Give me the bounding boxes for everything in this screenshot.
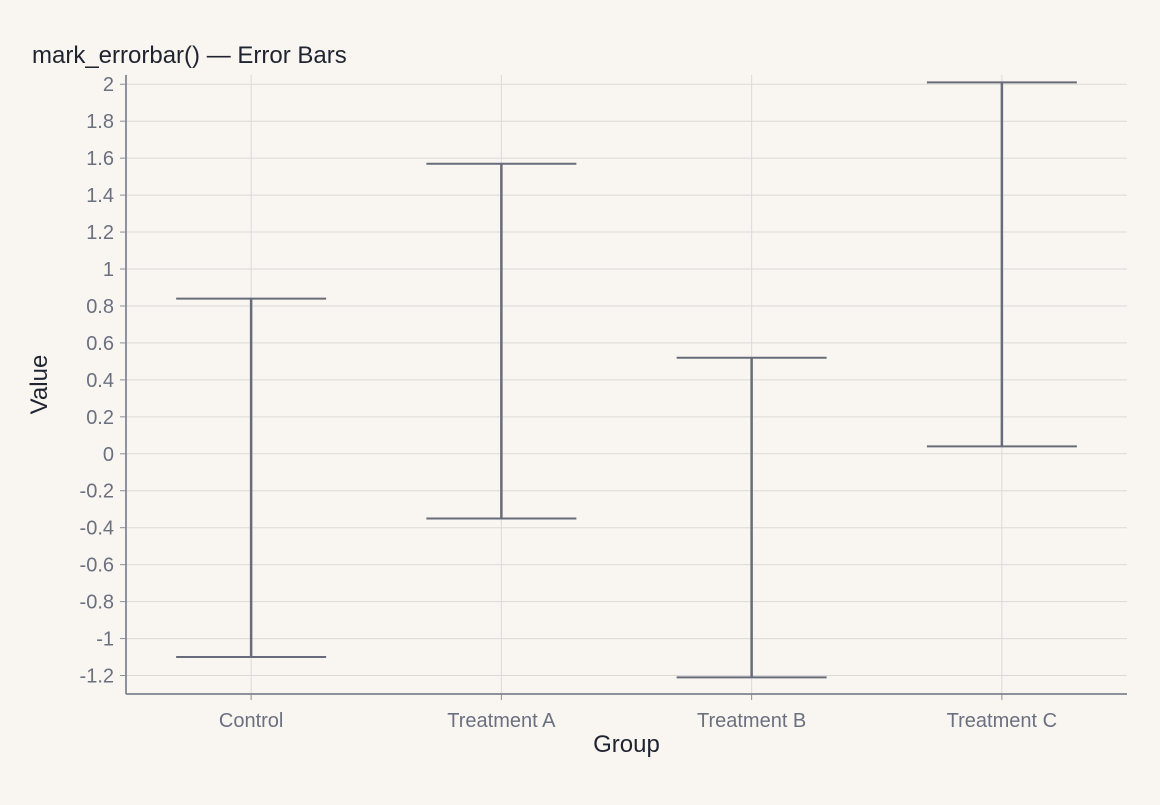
error-bars xyxy=(176,81,1077,679)
x-tick-label: Treatment B xyxy=(697,710,806,732)
x-tick-label: Treatment A xyxy=(447,710,556,732)
y-tick-label: 1.8 xyxy=(86,111,114,133)
errorbar xyxy=(426,162,577,520)
errorbar xyxy=(676,356,827,679)
y-tick-label: 1 xyxy=(103,259,114,281)
x-ticks: Control Treatment A Treatment B Treatment C xyxy=(219,694,1057,732)
axes xyxy=(125,75,1127,695)
y-tick-label: 0.6 xyxy=(86,333,114,355)
y-tick-label: 0.8 xyxy=(86,296,114,318)
x-axis-title: Group xyxy=(593,731,660,758)
y-tick-label: 0.2 xyxy=(86,407,114,429)
y-tick-label: 0.4 xyxy=(86,370,114,392)
errorbar xyxy=(176,297,327,659)
y-ticks: 2 1.8 1.6 1.4 1.2 1 0.8 0.6 0.4 0.2 0 -0.2 -0.4 -0.6 -… xyxy=(80,74,126,688)
y-tick-label: -0.2 xyxy=(80,481,114,503)
chart-title: mark_errorbar() — Error Bars xyxy=(32,42,347,69)
x-tick-label: Treatment C xyxy=(947,710,1057,732)
y-tick-label: 1.6 xyxy=(86,148,114,170)
grid xyxy=(126,75,1127,694)
y-axis-title: Value xyxy=(26,355,53,415)
x-tick-label: Control xyxy=(219,710,283,732)
y-tick-label: 1.4 xyxy=(86,185,114,207)
y-tick-label: -1.2 xyxy=(80,666,114,688)
y-tick-label: 2 xyxy=(103,74,114,96)
y-tick-label: 0 xyxy=(103,444,114,466)
errorbar xyxy=(926,81,1077,448)
y-tick-label: -1 xyxy=(96,629,114,651)
y-tick-label: -0.8 xyxy=(80,592,114,614)
y-tick-label: -0.4 xyxy=(80,518,114,540)
y-tick-label: 1.2 xyxy=(86,222,114,244)
y-tick-label: -0.6 xyxy=(80,555,114,577)
